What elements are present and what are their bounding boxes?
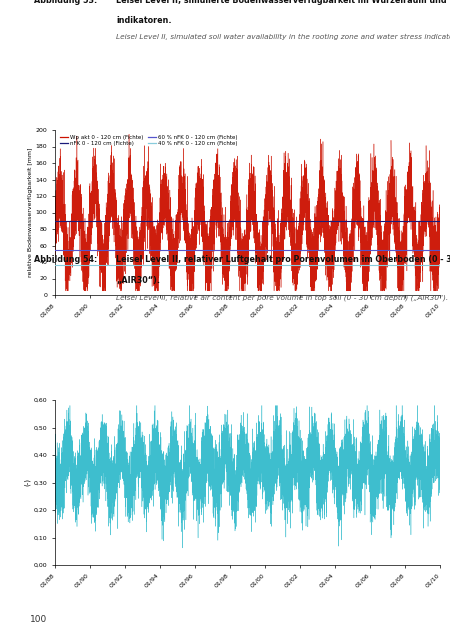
Legend: Wp akt 0 - 120 cm (Fichte), nFK 0 - 120 cm (Fichte), 60 % nFK 0 - 120 cm (Fichte: Wp akt 0 - 120 cm (Fichte), nFK 0 - 120 … [58, 132, 239, 148]
Text: 100: 100 [30, 616, 47, 625]
Text: Leisel Level II, simulated soil water availability in the rooting zone and water: Leisel Level II, simulated soil water av… [116, 34, 450, 40]
Text: Abbildung 54:: Abbildung 54: [34, 255, 97, 264]
Text: indikatoren.: indikatoren. [116, 17, 171, 26]
Y-axis label: relative Bodenwasserverfügbarkeit [mm]: relative Bodenwasserverfügbarkeit [mm] [28, 148, 33, 277]
Text: Leisel Level II, relative air content per pore volume in top soil (0 - 30 cm dep: Leisel Level II, relative air content pe… [116, 295, 448, 301]
Text: „AIR30“).: „AIR30“). [116, 276, 160, 285]
Text: Leisel Level II, simulierte Bodenwasserverfügbarkeit im Wurzelraum und Wasserstr: Leisel Level II, simulierte Bodenwasserv… [116, 0, 450, 6]
Text: Leisel Level II: Leisel Level II [36, 13, 106, 22]
Text: Abbildung 53:: Abbildung 53: [34, 0, 97, 6]
Y-axis label: (-): (-) [24, 479, 31, 486]
Text: Leisel Level II, relativer Luftgehalt pro Porenvolumen im Oberboden (0 - 30 cm T: Leisel Level II, relativer Luftgehalt pr… [116, 255, 450, 264]
